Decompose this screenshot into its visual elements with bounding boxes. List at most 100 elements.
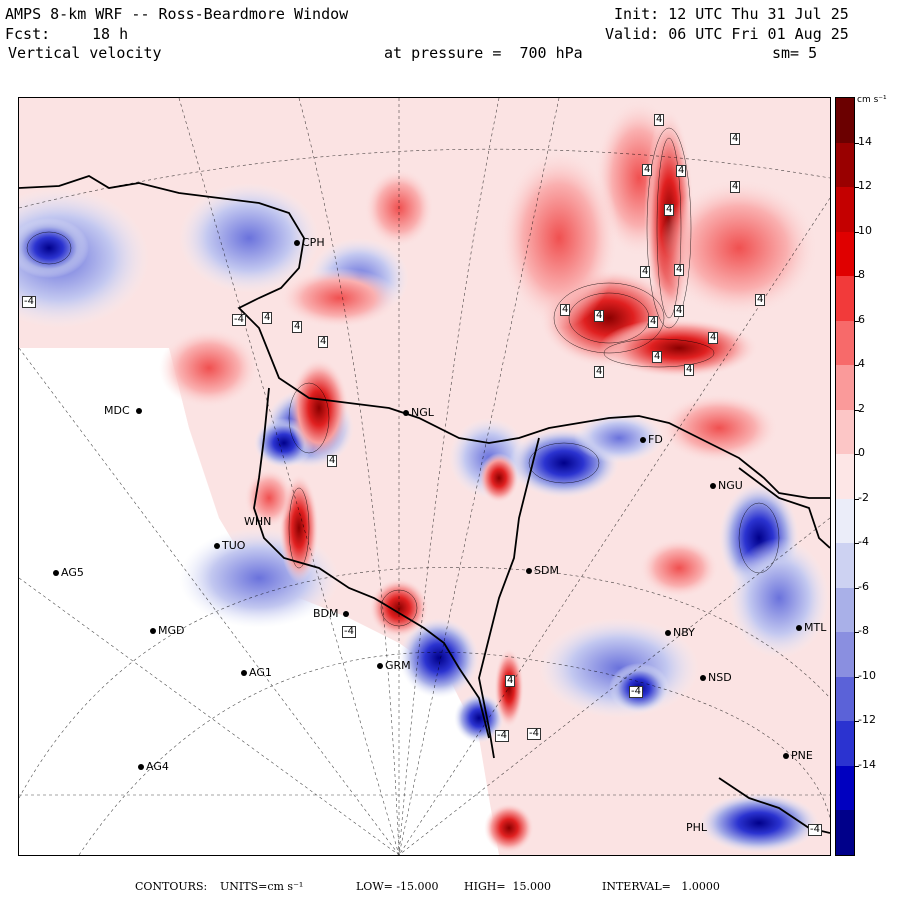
contour-label: 4 xyxy=(755,294,766,306)
contour-label: -4 xyxy=(808,824,822,836)
station-label: GRM xyxy=(385,659,411,672)
contour-label: -4 xyxy=(22,296,36,308)
station-marker-icon xyxy=(214,543,220,549)
colorbar-tick xyxy=(854,498,859,500)
contour-label: 4 xyxy=(684,364,695,376)
colorbar-tick xyxy=(854,276,859,278)
station-label: PNE xyxy=(791,749,813,762)
colorbar-tick-label: -6 xyxy=(858,579,869,593)
colorbar-tick xyxy=(854,187,859,189)
colorbar-segment xyxy=(836,587,854,633)
station-marker-icon xyxy=(796,625,802,631)
station-marker-icon xyxy=(377,663,383,669)
contour-label: 4 xyxy=(318,336,329,348)
station-label: CPH xyxy=(302,236,325,249)
station-label: PHL xyxy=(686,821,708,834)
contour-label: 4 xyxy=(652,351,663,363)
station-sdm: SDM xyxy=(526,565,559,577)
contour-label: 4 xyxy=(674,264,685,276)
station-marker-icon xyxy=(294,240,300,246)
station-ag5: AG5 xyxy=(53,567,84,579)
station-label: BDM xyxy=(313,607,339,620)
colorbar-tick xyxy=(854,409,859,411)
station-phl: PHL xyxy=(686,822,707,834)
station-label: NGL xyxy=(411,406,434,419)
station-label: AG1 xyxy=(249,666,272,679)
smoothing: sm= 5 xyxy=(772,44,818,62)
contour-label: 4 xyxy=(730,181,741,193)
colorbar-tick xyxy=(854,142,859,144)
contour-label: -4 xyxy=(527,728,541,740)
forecast-hours: 18 h xyxy=(92,25,129,43)
station-marker-icon xyxy=(342,611,349,617)
contours-label: CONTOURS: xyxy=(135,880,208,893)
colorbar-tick-label: -10 xyxy=(858,668,876,682)
station-marker-icon xyxy=(241,670,247,676)
station-label: MTL xyxy=(804,621,827,634)
colorbar-tick-label: -12 xyxy=(858,713,876,727)
station-nsd: NSD xyxy=(700,672,732,684)
colorbar-segment xyxy=(836,98,854,144)
station-ngl: NGL xyxy=(403,407,434,419)
colorbar-tick-label: 14 xyxy=(858,134,872,148)
contour-label: -4 xyxy=(629,686,643,698)
field-name: Vertical velocity xyxy=(8,44,162,62)
station-fd: FD xyxy=(640,434,663,446)
contour-label: 4 xyxy=(292,321,303,333)
colorbar-tick xyxy=(854,721,859,723)
colorbar-segment xyxy=(836,409,854,455)
contour-label: 4 xyxy=(648,316,659,328)
station-label: TUO xyxy=(222,539,246,552)
colorbar-tick-label: -4 xyxy=(858,535,869,549)
station-tuo: TUO xyxy=(214,540,245,552)
colorbar-segment xyxy=(836,543,854,589)
colorbar-tick-label: 12 xyxy=(858,179,872,193)
colorbar-tick xyxy=(854,231,859,233)
colorbar-tick-label: 6 xyxy=(858,312,865,326)
station-label: NSD xyxy=(708,671,732,684)
colorbar xyxy=(835,97,859,856)
contour-label: 4 xyxy=(674,305,685,317)
station-marker-icon xyxy=(135,408,142,414)
map-panel[interactable] xyxy=(18,97,831,856)
station-mgd: MGD xyxy=(150,625,185,637)
station-label: AG5 xyxy=(61,566,84,579)
contours-low: LOW= -15.000 xyxy=(356,880,439,893)
station-bdm: BDM xyxy=(313,608,351,620)
colorbar-segment xyxy=(836,231,854,277)
contours-high: HIGH= 15.000 xyxy=(464,880,552,893)
contour-label: 4 xyxy=(594,310,605,322)
station-whn: WHN xyxy=(244,516,271,528)
station-cph: CPH xyxy=(294,237,325,249)
contour-label: 4 xyxy=(654,114,665,126)
colorbar-segment xyxy=(836,142,854,188)
station-marker-icon xyxy=(700,675,706,681)
colorbar-segment xyxy=(836,498,854,544)
station-label: MGD xyxy=(158,624,185,637)
contour-label: -4 xyxy=(495,730,509,742)
station-mtl: MTL xyxy=(796,622,826,634)
colorbar-units: cm s⁻¹ xyxy=(857,95,887,105)
colorbar-segment xyxy=(836,676,854,722)
contour-label: 4 xyxy=(664,204,675,216)
colorbar-tick-label: -2 xyxy=(858,490,869,504)
station-marker-icon xyxy=(710,483,716,489)
valid-time: Valid: 06 UTC Fri 01 Aug 25 xyxy=(605,25,849,43)
colorbar-tick-label: 2 xyxy=(858,401,865,415)
station-mdc: MDC xyxy=(104,405,144,417)
colorbar-tick-label: -14 xyxy=(858,757,876,771)
colorbar-segment xyxy=(836,454,854,500)
colorbar-segment xyxy=(836,276,854,322)
contour-label: 4 xyxy=(262,312,273,324)
init-time: Init: 12 UTC Thu 31 Jul 25 xyxy=(614,5,849,23)
contour-label: 4 xyxy=(640,266,651,278)
colorbar-segment xyxy=(836,365,854,411)
contour-label: 4 xyxy=(560,304,571,316)
contour-label: -4 xyxy=(232,314,246,326)
contour-label: 4 xyxy=(642,164,653,176)
colorbar-tick xyxy=(854,320,859,322)
pressure-level: at pressure = 700 hPa xyxy=(384,44,583,62)
station-label: FD xyxy=(648,433,663,446)
contours-units: UNITS=cm s⁻¹ xyxy=(220,880,304,893)
station-pne: PNE xyxy=(783,750,813,762)
